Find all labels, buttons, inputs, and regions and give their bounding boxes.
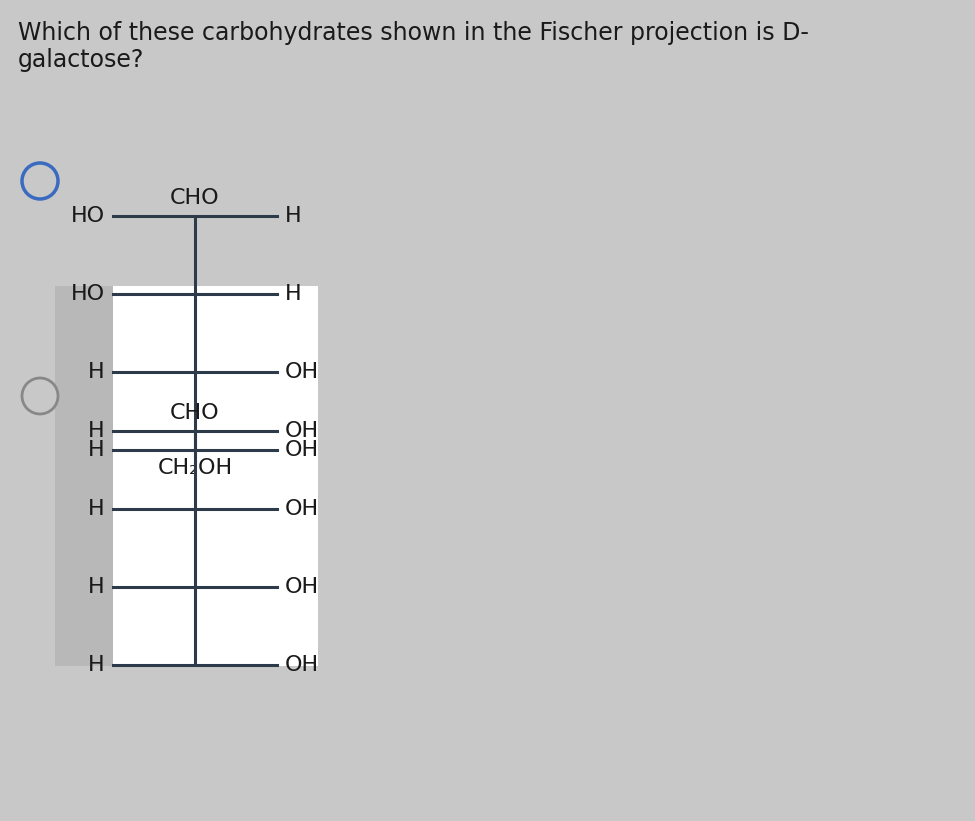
Text: H: H (285, 284, 301, 304)
Text: H: H (89, 362, 105, 382)
Text: OH: OH (285, 499, 319, 519)
Text: H: H (89, 440, 105, 460)
Circle shape (22, 163, 58, 199)
Text: OH: OH (285, 655, 319, 675)
Text: OH: OH (285, 421, 319, 441)
Text: OH: OH (285, 440, 319, 460)
Text: H: H (89, 577, 105, 597)
Bar (113, 286, 318, 666)
Text: H: H (89, 421, 105, 441)
Text: H: H (89, 499, 105, 519)
Text: CH₂OH: CH₂OH (157, 458, 233, 478)
Text: HO: HO (71, 284, 105, 304)
Text: HO: HO (71, 206, 105, 226)
Text: Which of these carbohydrates shown in the Fischer projection is D-: Which of these carbohydrates shown in th… (18, 21, 809, 45)
Text: CHO: CHO (171, 403, 219, 423)
Text: OH: OH (285, 577, 319, 597)
Text: H: H (285, 206, 301, 226)
Bar (55, 286, 113, 666)
Circle shape (22, 378, 58, 414)
Text: galactose?: galactose? (18, 48, 144, 72)
Text: OH: OH (285, 362, 319, 382)
Text: CHO: CHO (171, 188, 219, 208)
Text: H: H (89, 655, 105, 675)
